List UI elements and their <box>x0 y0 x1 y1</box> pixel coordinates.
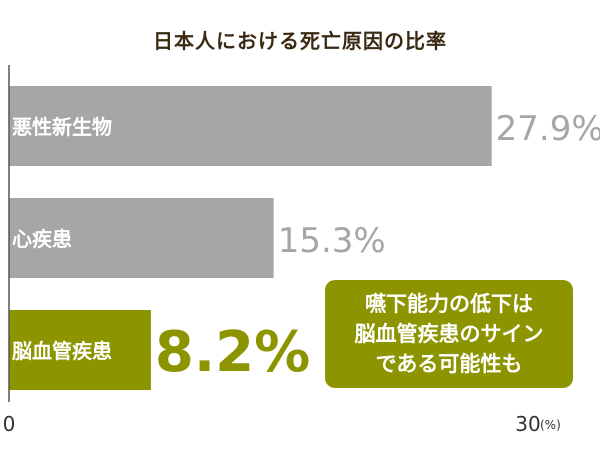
bar <box>9 86 492 166</box>
category-label: 心疾患 <box>12 227 72 251</box>
category-label: 脳血管疾患 <box>11 339 112 363</box>
bar <box>9 310 151 390</box>
annotation-line: 嚥下能力の低下は <box>365 292 533 316</box>
x-tick-label: 30 <box>515 412 540 436</box>
annotation-callout: 嚥下能力の低下は 脳血管疾患のサイン である可能性も <box>325 280 573 388</box>
value-label: 8.2% <box>155 320 310 385</box>
annotation-line: である可能性も <box>375 352 523 376</box>
x-unit-label: (%) <box>540 418 561 432</box>
category-label: 悪性新生物 <box>12 115 112 139</box>
bar <box>9 198 274 278</box>
annotation-line: 脳血管疾患のサイン <box>354 322 544 346</box>
value-label: 15.3% <box>278 221 386 261</box>
value-label: 27.9% <box>496 109 600 149</box>
x-tick-label: 0 <box>3 412 16 436</box>
chart-title: 日本人における死亡原因の比率 <box>153 29 447 53</box>
